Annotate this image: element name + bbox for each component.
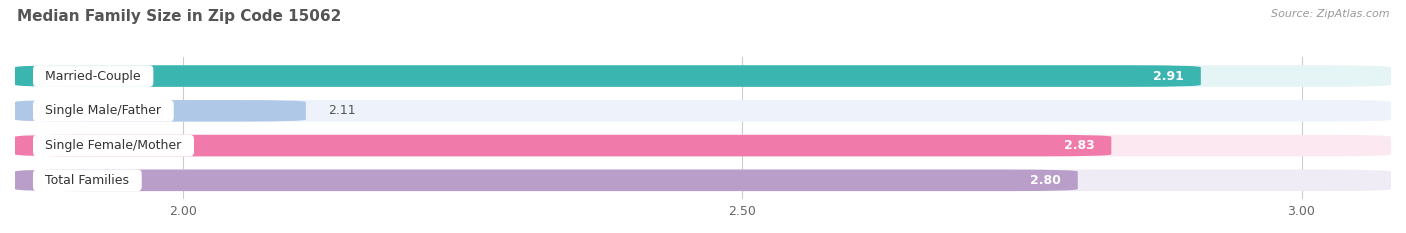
Text: 2.80: 2.80 [1031,174,1062,187]
FancyBboxPatch shape [15,135,1111,156]
Text: Median Family Size in Zip Code 15062: Median Family Size in Zip Code 15062 [17,9,342,24]
Text: 2.91: 2.91 [1153,70,1184,82]
FancyBboxPatch shape [15,170,1391,191]
FancyBboxPatch shape [15,100,1391,122]
FancyBboxPatch shape [15,135,1391,156]
Text: Married-Couple: Married-Couple [38,70,149,82]
FancyBboxPatch shape [15,65,1201,87]
Text: Single Female/Mother: Single Female/Mother [38,139,190,152]
FancyBboxPatch shape [15,65,1391,87]
Text: 2.11: 2.11 [328,104,356,117]
FancyBboxPatch shape [15,170,1078,191]
Text: Total Families: Total Families [38,174,138,187]
Text: Single Male/Father: Single Male/Father [38,104,169,117]
Text: 2.83: 2.83 [1064,139,1094,152]
FancyBboxPatch shape [15,100,307,122]
Text: Source: ZipAtlas.com: Source: ZipAtlas.com [1271,9,1389,19]
